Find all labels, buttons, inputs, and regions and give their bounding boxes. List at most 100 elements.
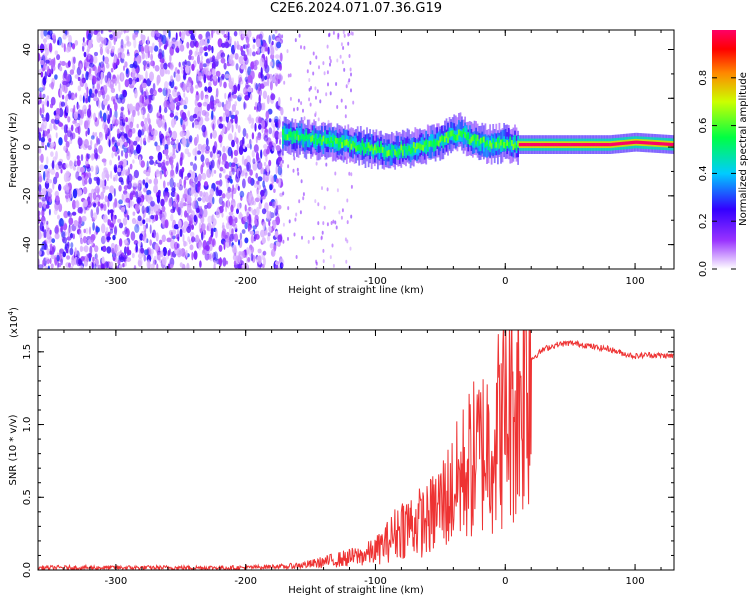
- noise-dot: [140, 247, 145, 254]
- noise-dot: [85, 227, 89, 234]
- trace-cell: [504, 143, 507, 149]
- noise-dot: [126, 41, 132, 47]
- noise-dot: [232, 94, 238, 99]
- noise-dot: [156, 74, 161, 84]
- noise-dot: [275, 260, 280, 266]
- noise-dot: [123, 167, 126, 173]
- noise-dot: [83, 172, 89, 180]
- noise-dot: [199, 60, 204, 69]
- noise-dot: [203, 74, 207, 84]
- noise-dot: [260, 46, 266, 54]
- noise-dot: [165, 40, 168, 47]
- x-tick-label: -300: [105, 276, 128, 287]
- noise-dot: [137, 129, 142, 138]
- noise-dot: [100, 71, 104, 80]
- noise-dot: [223, 240, 226, 250]
- noise-dot: [166, 137, 171, 146]
- trace-cell: [430, 136, 432, 158]
- trace-cell: [593, 143, 596, 147]
- noise-dot: [164, 107, 168, 114]
- trace-cell: [559, 143, 562, 147]
- noise-dot: [131, 127, 136, 134]
- noise-dot: [162, 246, 167, 257]
- noise-dot: [43, 170, 46, 181]
- noise-dot: [174, 97, 180, 103]
- noise-dot: [197, 143, 203, 151]
- trace-cell: [574, 143, 577, 147]
- noise-dot: [79, 229, 83, 239]
- noise-dot: [44, 62, 48, 71]
- noise-dot: [104, 185, 110, 190]
- noise-dot: [55, 195, 60, 202]
- noise-dot: [271, 146, 275, 152]
- trace-cell: [353, 142, 356, 149]
- noise-dot: [209, 56, 213, 62]
- noise-dot: [107, 199, 110, 208]
- noise-dot: [87, 54, 91, 60]
- noise-dot: [95, 30, 101, 33]
- noise-dot: [231, 45, 235, 56]
- noise-dot: [85, 130, 88, 137]
- trace-cell: [657, 142, 660, 146]
- noise-dot: [168, 156, 174, 165]
- noise-dot: [170, 62, 174, 71]
- noise-dot: [77, 113, 81, 121]
- noise-dot: [163, 180, 166, 189]
- noise-dot: [82, 95, 85, 104]
- trace-cell: [377, 145, 379, 152]
- noise-dot: [156, 251, 161, 261]
- noise-dot: [132, 175, 135, 180]
- noise-dot: [146, 78, 152, 87]
- noise-dot: [236, 44, 242, 50]
- trace-cell: [486, 140, 488, 147]
- noise-dot: [201, 161, 205, 168]
- noise-dot: [116, 119, 121, 124]
- noise-dot: [254, 218, 258, 225]
- noise-dot: [193, 250, 198, 260]
- noise-dot: [322, 221, 325, 226]
- noise-dot: [211, 61, 216, 71]
- trace-cell: [531, 143, 533, 147]
- noise-dot: [204, 39, 208, 47]
- noise-dot: [56, 54, 61, 61]
- noise-dot: [334, 171, 337, 176]
- noise-dot: [103, 214, 108, 223]
- noise-dot: [104, 179, 107, 187]
- noise-dot: [196, 54, 201, 65]
- trace-cell: [431, 141, 434, 148]
- noise-dot: [87, 145, 92, 151]
- trace-cell: [500, 139, 502, 146]
- noise-dot: [104, 75, 108, 84]
- noise-dot: [87, 40, 92, 49]
- trace-cell: [352, 140, 354, 147]
- noise-dot: [281, 263, 284, 268]
- trace-cell: [349, 140, 351, 153]
- noise-dot: [115, 173, 118, 182]
- noise-dot: [64, 163, 69, 169]
- noise-dot: [46, 248, 51, 256]
- trace-cell: [314, 137, 317, 150]
- noise-dot: [107, 103, 111, 110]
- noise-dot: [200, 148, 205, 155]
- noise-dot: [123, 239, 128, 244]
- noise-dot: [119, 160, 124, 166]
- noise-dot: [64, 241, 68, 250]
- noise-dot: [280, 52, 283, 62]
- noise-dot: [161, 34, 167, 45]
- colorbar-label: Normalized spectral amplitude: [738, 72, 749, 226]
- noise-dot: [135, 191, 139, 199]
- noise-dot: [49, 258, 52, 264]
- trace-cell: [339, 137, 342, 144]
- trace-cell: [640, 140, 643, 145]
- noise-dot: [99, 110, 103, 119]
- noise-dot: [43, 30, 48, 37]
- noise-dot: [255, 230, 260, 235]
- noise-dot: [38, 175, 43, 183]
- noise-dot: [243, 44, 246, 50]
- noise-dot: [127, 77, 133, 85]
- noise-dot: [231, 124, 234, 133]
- noise-dot: [167, 181, 170, 186]
- noise-dot: [280, 107, 284, 116]
- noise-dot: [50, 96, 56, 106]
- trace-cell: [324, 137, 326, 144]
